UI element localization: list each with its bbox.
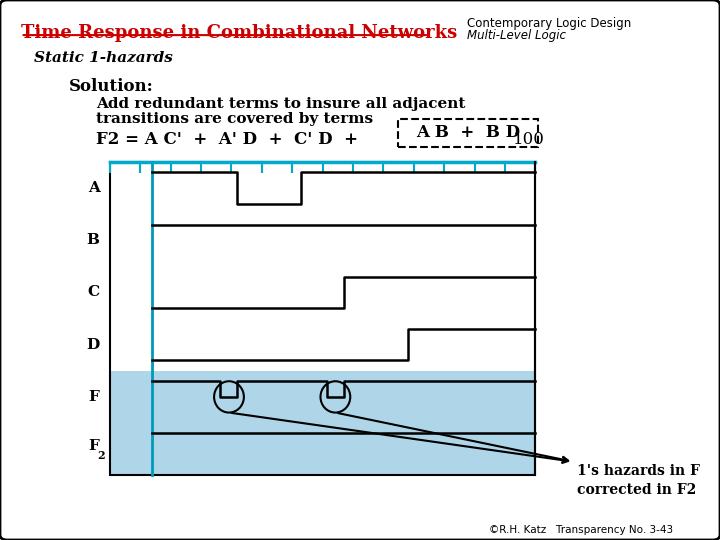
Text: F: F [89, 390, 99, 404]
Text: Solution:: Solution: [68, 78, 153, 95]
Text: Static 1-hazards: Static 1-hazards [35, 51, 174, 65]
Text: C: C [87, 286, 99, 300]
FancyBboxPatch shape [398, 119, 538, 147]
Text: 2: 2 [97, 450, 105, 461]
Text: 100: 100 [513, 132, 544, 148]
Text: Time Response in Combinational Networks: Time Response in Combinational Networks [21, 24, 457, 42]
Text: A B  +  B D: A B + B D [416, 124, 520, 141]
Text: A: A [88, 181, 99, 195]
Text: Add redundant terms to insure all adjacent: Add redundant terms to insure all adjace… [96, 97, 465, 111]
Text: Contemporary Logic Design: Contemporary Logic Design [467, 17, 631, 30]
Text: Multi-Level Logic: Multi-Level Logic [467, 29, 566, 42]
Text: transitions are covered by terms: transitions are covered by terms [96, 112, 373, 126]
Text: ©R.H. Katz   Transparency No. 3-43: ©R.H. Katz Transparency No. 3-43 [489, 524, 672, 535]
Text: B: B [86, 233, 99, 247]
Text: D: D [86, 338, 99, 352]
FancyBboxPatch shape [110, 371, 536, 475]
Text: F2 = A C'  +  A' D  +  C' D  +: F2 = A C' + A' D + C' D + [96, 131, 369, 147]
Text: F: F [89, 440, 99, 454]
Text: 1's hazards in F
corrected in F2: 1's hazards in F corrected in F2 [577, 464, 699, 497]
